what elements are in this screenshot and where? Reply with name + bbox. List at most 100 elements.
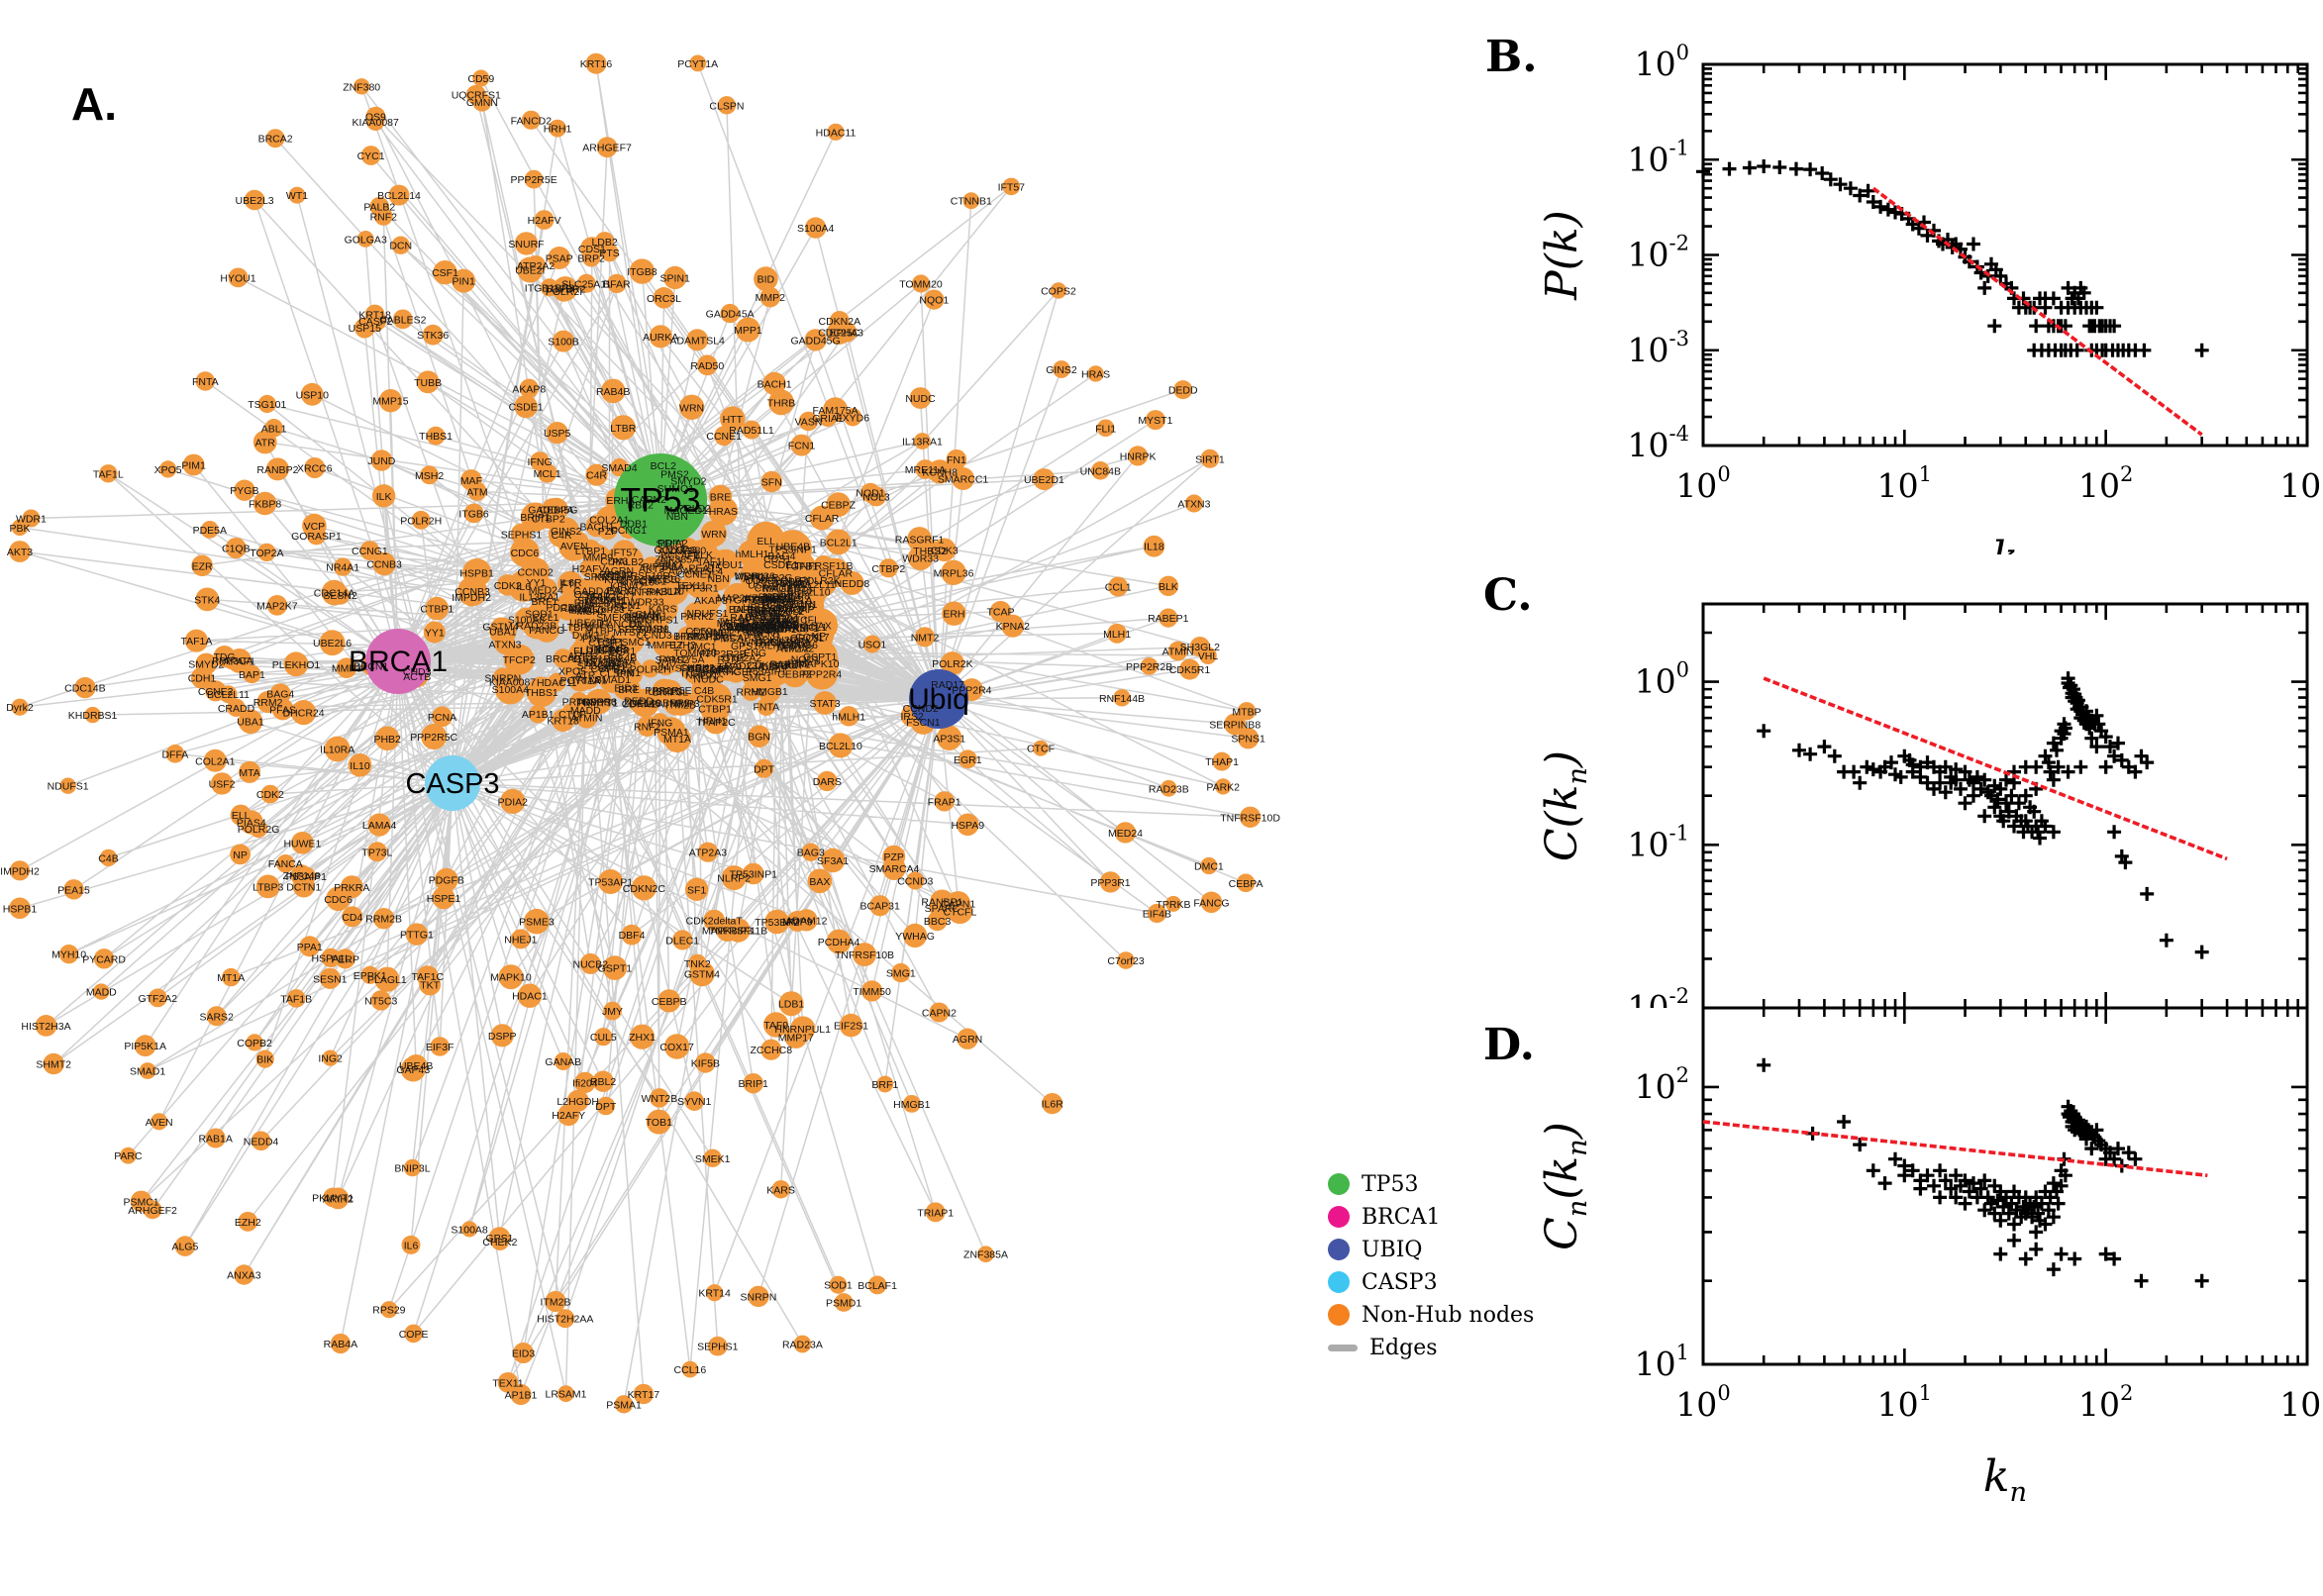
network-node bbox=[925, 1202, 946, 1223]
network-node bbox=[554, 1052, 572, 1070]
network-node bbox=[576, 273, 596, 293]
gene-label: MADD bbox=[86, 987, 117, 999]
gene-label: TAF1L bbox=[93, 468, 124, 480]
gene-label: CTBP1 bbox=[420, 604, 454, 616]
gene-label: RAD17 bbox=[931, 679, 964, 691]
gene-label: ILK bbox=[376, 491, 392, 503]
gene-label: COL2A1 bbox=[195, 755, 235, 767]
gene-label: USP5 bbox=[544, 428, 571, 440]
gene-label: GADD45G bbox=[791, 335, 841, 347]
gene-label: RTN4 bbox=[717, 654, 744, 666]
gene-label: ATMIN bbox=[1162, 647, 1194, 658]
gene-label: PIP5K1A bbox=[643, 561, 685, 573]
gene-label: PCNA bbox=[428, 712, 456, 724]
gene-label: XRCC6 bbox=[297, 463, 333, 475]
gene-label: VASN bbox=[794, 417, 822, 429]
network-node bbox=[291, 832, 314, 854]
network-node bbox=[283, 651, 309, 677]
network-node bbox=[334, 557, 353, 576]
gene-label: BRF1 bbox=[871, 1079, 898, 1091]
fit-line bbox=[1702, 1120, 2208, 1178]
gene-label: PDCD6IP bbox=[546, 602, 591, 614]
gene-label: KPNA2 bbox=[996, 621, 1031, 633]
network-node bbox=[569, 692, 589, 711]
network-node bbox=[276, 854, 295, 873]
network-node bbox=[720, 303, 740, 324]
gene-label: L2HGDH bbox=[556, 1096, 599, 1108]
gene-label: HDAC1 bbox=[512, 991, 548, 1003]
network-node bbox=[689, 960, 715, 987]
network-node bbox=[862, 635, 881, 653]
tick-label: 102 bbox=[1635, 1063, 1689, 1106]
gene-label: HRAS bbox=[709, 506, 738, 518]
network-node bbox=[416, 370, 440, 394]
network-node bbox=[528, 704, 548, 724]
network-node bbox=[252, 491, 277, 516]
network-node bbox=[503, 644, 535, 675]
network-node bbox=[627, 688, 651, 713]
network-node bbox=[1200, 891, 1223, 914]
network-node bbox=[708, 484, 733, 508]
gene-label: CEBPZ bbox=[821, 500, 857, 512]
network-node bbox=[524, 908, 550, 935]
network-node bbox=[742, 420, 761, 440]
network-node bbox=[844, 408, 862, 427]
gene-label: TOMM20 bbox=[899, 279, 943, 291]
gene-label: RNF2 bbox=[634, 722, 661, 734]
network-node bbox=[637, 716, 658, 737]
network-node bbox=[691, 677, 717, 703]
gene-label: HIST2H3A bbox=[21, 1021, 70, 1033]
network-node bbox=[585, 690, 608, 713]
gene-label: C7orf23 bbox=[1107, 955, 1145, 967]
tick-label: 10-2 bbox=[1628, 232, 1689, 274]
network-node bbox=[813, 691, 837, 715]
network-node bbox=[252, 430, 277, 454]
hub-label-casp3: CASP3 bbox=[405, 768, 499, 800]
gene-label: RNF2 bbox=[370, 212, 398, 224]
network-node bbox=[238, 1211, 258, 1232]
network-node bbox=[793, 1335, 812, 1353]
network-node bbox=[374, 966, 400, 992]
gene-label: SEPHS1 bbox=[501, 529, 543, 541]
plot-frame bbox=[1701, 1008, 2309, 1366]
gene-label: IL10RA bbox=[320, 745, 354, 756]
gene-label: C4B bbox=[98, 852, 118, 864]
tick-label: 100 bbox=[1635, 41, 1689, 83]
network-node bbox=[22, 509, 41, 528]
network-node bbox=[159, 460, 177, 478]
network-node bbox=[829, 311, 850, 331]
gene-label: H2AFV bbox=[528, 215, 561, 227]
gene-label: GPS1 bbox=[485, 1233, 513, 1245]
gene-label: S100B bbox=[548, 337, 579, 349]
gene-label: UBE4B bbox=[399, 1060, 433, 1072]
network-node bbox=[1001, 614, 1025, 638]
gene-label: IFT57 bbox=[998, 181, 1026, 193]
gene-label: TAF1B bbox=[280, 993, 312, 1005]
gene-label: THAP1 bbox=[1205, 756, 1239, 768]
network-node bbox=[348, 753, 372, 777]
gene-label: GINS2 bbox=[551, 526, 582, 538]
network-node bbox=[763, 1012, 789, 1038]
gene-label: MED24 bbox=[1108, 828, 1143, 840]
gene-label: ELL bbox=[232, 810, 251, 822]
network-node bbox=[411, 510, 431, 530]
network-node bbox=[405, 923, 429, 946]
tick-label: 102 bbox=[2078, 462, 2133, 505]
gene-label: CDC14B bbox=[64, 683, 105, 695]
network-node bbox=[906, 871, 925, 890]
network-node bbox=[758, 679, 781, 703]
network-node bbox=[360, 146, 381, 165]
network-node bbox=[878, 558, 898, 578]
gene-label: LDB2 bbox=[775, 576, 801, 588]
gene-label: FNTA bbox=[753, 702, 779, 714]
gene-label: IL13RA1 bbox=[902, 437, 943, 449]
gene-label: SF1 bbox=[687, 884, 706, 896]
gene-label: SMEK1 bbox=[695, 1153, 731, 1165]
network-node bbox=[265, 129, 285, 149]
gene-label: MAF bbox=[460, 475, 482, 487]
gene-label: TEX11 bbox=[492, 1377, 523, 1389]
gene-label: HUWE1 bbox=[283, 838, 321, 849]
gene-label: CCND3 bbox=[897, 876, 933, 888]
gene-label: PSME3 bbox=[519, 917, 555, 929]
network-node bbox=[839, 1013, 863, 1038]
